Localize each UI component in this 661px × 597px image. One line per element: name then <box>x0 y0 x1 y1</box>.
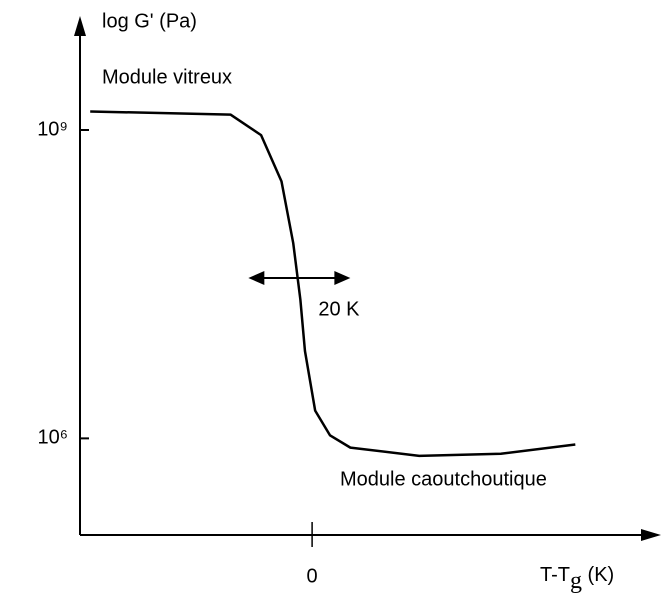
arrow-head <box>334 271 351 286</box>
y-tick-label: 10⁹ <box>37 118 68 140</box>
x-label-main: T-T <box>540 564 570 586</box>
x-axis-label: T-Tg (K) <box>540 564 614 593</box>
interval-label: 20 K <box>318 298 360 320</box>
arrow-head <box>248 271 265 286</box>
x-label-sub: g <box>570 568 582 594</box>
y-axis-label: log G' (Pa) <box>102 10 197 32</box>
y-axis-arrow <box>74 16 86 36</box>
curve <box>90 110 576 458</box>
x-tick-label: 0 <box>307 565 318 587</box>
annotation: Module caoutchoutique <box>340 468 547 490</box>
annotation: Module vitreux <box>102 66 232 88</box>
y-tick-label: 10⁶ <box>38 427 68 449</box>
x-axis-arrow <box>641 529 661 541</box>
x-label-unit: (K) <box>582 564 614 586</box>
